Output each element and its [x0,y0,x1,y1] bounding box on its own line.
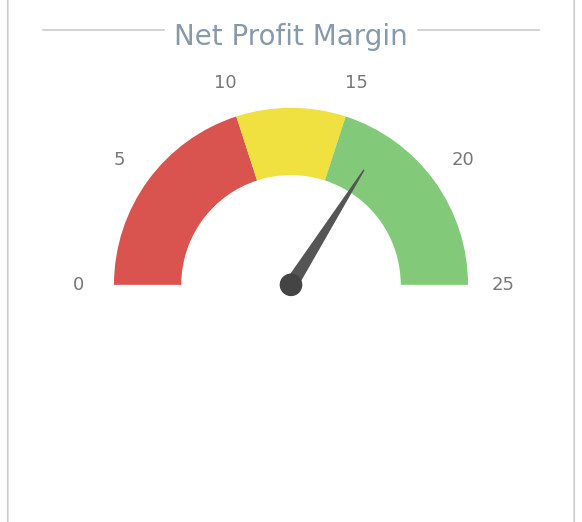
Text: 5: 5 [113,151,125,169]
Circle shape [281,274,301,295]
Wedge shape [325,116,468,285]
Polygon shape [286,170,364,288]
Text: 17 %: 17 % [242,436,340,474]
Text: Net Profit Margin: Net Profit Margin [174,23,408,51]
Wedge shape [236,108,346,181]
Text: 15: 15 [345,74,368,92]
Text: 0: 0 [73,276,84,294]
Text: 25: 25 [492,276,515,294]
Wedge shape [114,116,257,285]
Text: 20: 20 [452,151,474,169]
Text: 10: 10 [214,74,237,92]
